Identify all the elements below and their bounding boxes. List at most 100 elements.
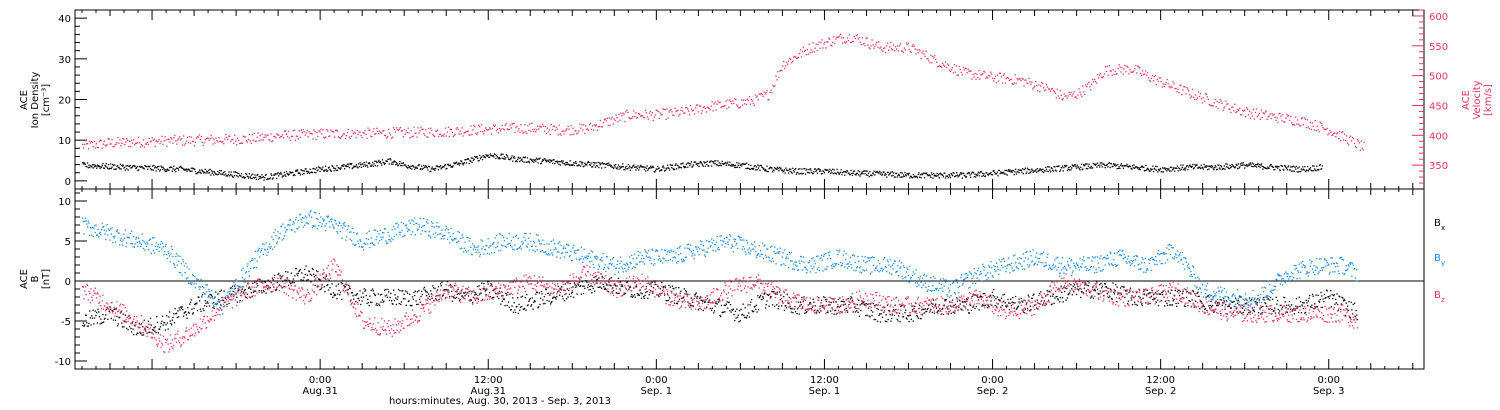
- bx-series-point: [341, 282, 344, 284]
- velocity-series-point: [1095, 82, 1098, 84]
- bx-series-point: [658, 295, 660, 298]
- bx-series-point: [802, 307, 804, 309]
- density-series-point: [1086, 163, 1088, 165]
- bx-series-point: [659, 288, 662, 290]
- density-series-point: [107, 163, 110, 166]
- bx-series-point: [103, 321, 105, 323]
- velocity-series-point: [1112, 69, 1114, 71]
- bx-series-point: [1267, 298, 1269, 300]
- density-series-point: [411, 168, 413, 170]
- velocity-series-point: [1213, 102, 1215, 104]
- bx-series-point: [513, 302, 515, 304]
- bx-series-point: [830, 301, 832, 304]
- velocity-series-point: [723, 105, 725, 108]
- velocity-series-point: [559, 133, 561, 135]
- bx-series-point: [1146, 289, 1148, 291]
- bx-series-point: [242, 286, 244, 288]
- velocity-series-point: [1269, 113, 1271, 115]
- density-series-point: [234, 171, 236, 173]
- bx-series-point: [346, 284, 348, 286]
- velocity-series-point: [525, 131, 527, 133]
- density-series-point: [615, 164, 617, 166]
- density-series-point: [231, 174, 233, 176]
- velocity-series-point: [108, 138, 110, 140]
- density-series-point: [826, 169, 828, 171]
- bx-series-point: [696, 297, 698, 299]
- bx-series-point: [1121, 285, 1123, 288]
- density-series-point: [196, 173, 198, 175]
- velocity-series-point: [817, 43, 819, 46]
- velocity-series-point: [1085, 84, 1087, 86]
- density-series-point: [1268, 167, 1270, 169]
- density-series-point: [1007, 170, 1009, 172]
- density-series-point: [548, 159, 550, 161]
- velocity-series-point: [604, 118, 606, 120]
- density-series-point: [909, 175, 912, 177]
- density-series-point: [1070, 169, 1072, 171]
- velocity-series-point: [1110, 70, 1112, 72]
- bx-series-point: [680, 290, 682, 292]
- density-series-point: [299, 172, 301, 174]
- density-series-point: [479, 154, 481, 157]
- density-series-point: [1299, 171, 1301, 173]
- density-series-point: [1298, 166, 1300, 168]
- bx-series-point: [445, 288, 447, 291]
- density-series-point: [1244, 167, 1246, 169]
- bx-series-point: [970, 309, 973, 311]
- bx-series-point: [864, 303, 866, 305]
- bx-series-point: [849, 301, 851, 303]
- velocity-series-point: [295, 135, 298, 137]
- bx-series-point: [300, 279, 302, 281]
- bx-series-point: [818, 297, 820, 299]
- velocity-series-point: [733, 102, 735, 105]
- velocity-series-point: [1276, 117, 1278, 119]
- bx-series-point: [1323, 293, 1326, 296]
- bx-series-point: [1036, 299, 1038, 301]
- velocity-series-point: [263, 136, 265, 138]
- bx-series-point: [233, 294, 235, 296]
- bx-series-point: [562, 298, 564, 300]
- bx-series-point: [313, 276, 316, 278]
- velocity-series-point: [542, 125, 545, 127]
- bx-series-point: [369, 295, 371, 297]
- density-series-point: [872, 173, 875, 175]
- density-series-point: [201, 170, 204, 172]
- bx-series-point: [1019, 302, 1021, 304]
- bx-series-point: [444, 289, 446, 291]
- bx-series-point: [271, 291, 273, 293]
- density-series-point: [164, 170, 166, 173]
- bx-series-point: [302, 279, 304, 281]
- density-series-point: [741, 163, 744, 165]
- bx-series-point: [91, 317, 94, 319]
- velocity-series-point: [451, 131, 453, 133]
- bx-series-point: [376, 304, 379, 307]
- density-series-point: [731, 163, 733, 166]
- density-series-point: [778, 166, 781, 169]
- velocity-series-point: [252, 139, 254, 141]
- bx-series-point: [812, 298, 814, 300]
- bx-series-point: [217, 293, 219, 295]
- bx-series-point: [886, 321, 888, 323]
- velocity-series-point: [444, 127, 447, 129]
- density-series-point: [645, 170, 647, 172]
- bx-series-point: [1105, 286, 1107, 288]
- velocity-series-point: [596, 129, 599, 131]
- bx-series-point: [305, 265, 307, 267]
- bx-series-point: [264, 281, 267, 283]
- bx-series-point: [269, 287, 271, 289]
- velocity-series-point: [1347, 142, 1349, 144]
- density-series-point: [1288, 165, 1290, 167]
- density-series-point: [365, 161, 367, 163]
- velocity-series-point: [209, 137, 211, 140]
- density-series-point: [1052, 169, 1054, 171]
- velocity-series-point: [341, 134, 344, 137]
- bx-series-point: [269, 280, 271, 282]
- velocity-series-point: [655, 109, 657, 111]
- bx-series-point: [977, 296, 979, 298]
- density-series-point: [806, 171, 809, 173]
- density-series-point: [895, 172, 898, 174]
- bx-series-point: [1258, 299, 1260, 301]
- density-series-point: [1282, 168, 1284, 171]
- bx-series-point: [1319, 298, 1321, 301]
- density-series-point: [1156, 165, 1158, 168]
